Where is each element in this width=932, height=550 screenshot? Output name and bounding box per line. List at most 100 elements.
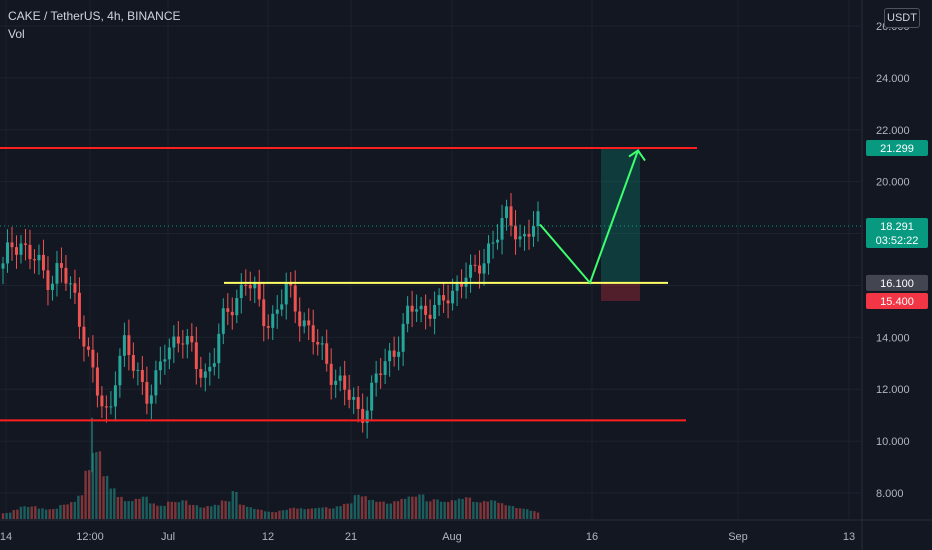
candle <box>406 305 410 324</box>
volume-bar <box>70 502 73 519</box>
candle <box>154 370 158 396</box>
candle <box>176 336 180 344</box>
price-tick-label: 12.000 <box>876 384 910 396</box>
volume-bar <box>411 496 414 519</box>
volume-bar <box>231 491 234 519</box>
volume-bar <box>515 507 518 519</box>
candle <box>68 283 72 285</box>
volume-bar <box>518 508 522 519</box>
volume-bar <box>324 507 328 519</box>
volume-bar <box>116 496 120 519</box>
volume-bar <box>138 498 141 519</box>
volume-bar <box>91 452 94 519</box>
candlesticks <box>1 193 540 473</box>
candle <box>235 298 239 316</box>
volume-bar <box>184 500 188 519</box>
volume-bar <box>360 496 364 519</box>
volume-bar <box>267 511 270 519</box>
candle <box>370 382 374 411</box>
candle <box>482 263 486 274</box>
candle <box>158 361 162 371</box>
candle <box>253 283 257 289</box>
candle <box>32 259 36 261</box>
candle <box>109 406 113 408</box>
volume-bar <box>188 504 191 519</box>
candle <box>527 234 531 237</box>
volume-bar <box>429 501 432 519</box>
volume-bar <box>472 501 475 519</box>
price-tick-label: 24.000 <box>876 73 910 85</box>
volume-bar <box>281 510 285 519</box>
volume-bar <box>382 501 385 519</box>
volume-bar <box>421 494 425 519</box>
candle <box>451 290 455 304</box>
volume-bar <box>152 503 156 519</box>
volume-bar <box>34 506 37 519</box>
volume-bar <box>357 494 360 519</box>
candle <box>478 265 482 274</box>
volume-bar <box>486 501 489 519</box>
time-tick-label: Jul <box>161 531 175 543</box>
volume-bar <box>120 496 123 519</box>
candle <box>338 375 342 381</box>
candle <box>442 295 446 301</box>
volume-bar <box>447 502 450 519</box>
candle <box>127 335 131 356</box>
target-price-label <box>866 139 928 156</box>
candle <box>280 304 284 310</box>
volume-bar <box>44 509 48 519</box>
current-price-label-countdown: 03:52:22 <box>876 235 919 247</box>
volume-bar <box>285 509 288 519</box>
volume-bar <box>174 501 177 519</box>
volume-bar <box>292 507 296 519</box>
volume-bar <box>468 497 471 519</box>
volume-bar <box>181 500 184 519</box>
volume-bar <box>432 499 436 519</box>
time-tick-label: Aug <box>442 531 462 543</box>
projection-arrow <box>539 150 639 285</box>
candle <box>383 361 387 375</box>
volume-bar <box>479 502 482 519</box>
volume-bar <box>1 513 5 519</box>
entry-price-label <box>866 274 928 291</box>
volume-bar <box>274 512 278 519</box>
volume-bar <box>105 475 109 519</box>
volume-bar <box>73 501 77 519</box>
candle <box>410 305 414 312</box>
volume-bar <box>414 496 418 519</box>
candle <box>10 242 14 248</box>
time-axis: 14 12:00 Jul 12 21 Aug 16 Sep 13 <box>0 531 855 543</box>
candle <box>208 366 212 372</box>
volume-bar <box>436 499 439 519</box>
volume-bar <box>5 512 8 519</box>
volume-bar <box>249 507 252 519</box>
volume-bar <box>526 509 529 519</box>
candle <box>500 218 504 240</box>
time-tick-label: 12 <box>262 531 274 543</box>
candle <box>469 264 473 278</box>
volume-legend[interactable]: Vol <box>8 27 25 41</box>
volume-bar <box>307 508 310 519</box>
volume-bar <box>296 508 299 519</box>
volume-bar <box>52 509 55 519</box>
candle <box>73 283 77 293</box>
volume-bar <box>217 505 220 519</box>
candle <box>37 254 41 261</box>
volume-bar <box>289 508 292 519</box>
candle <box>509 206 513 226</box>
volume-bar <box>123 501 127 519</box>
volume-bar <box>317 507 321 519</box>
currency-button[interactable]: USDT <box>884 8 920 28</box>
symbol-legend[interactable]: CAKE / TetherUS, 4h, BINANCE <box>8 9 181 23</box>
volume-bar <box>310 508 313 519</box>
candle <box>455 283 459 291</box>
candle <box>41 254 45 271</box>
volume-bar <box>256 509 260 519</box>
volume-bar <box>443 501 446 519</box>
price-tick-label: 10.000 <box>876 436 910 448</box>
current-price-label-text: 18.291 <box>880 221 914 233</box>
volume-bar <box>16 509 19 519</box>
candle <box>194 342 198 370</box>
candle <box>271 313 275 328</box>
